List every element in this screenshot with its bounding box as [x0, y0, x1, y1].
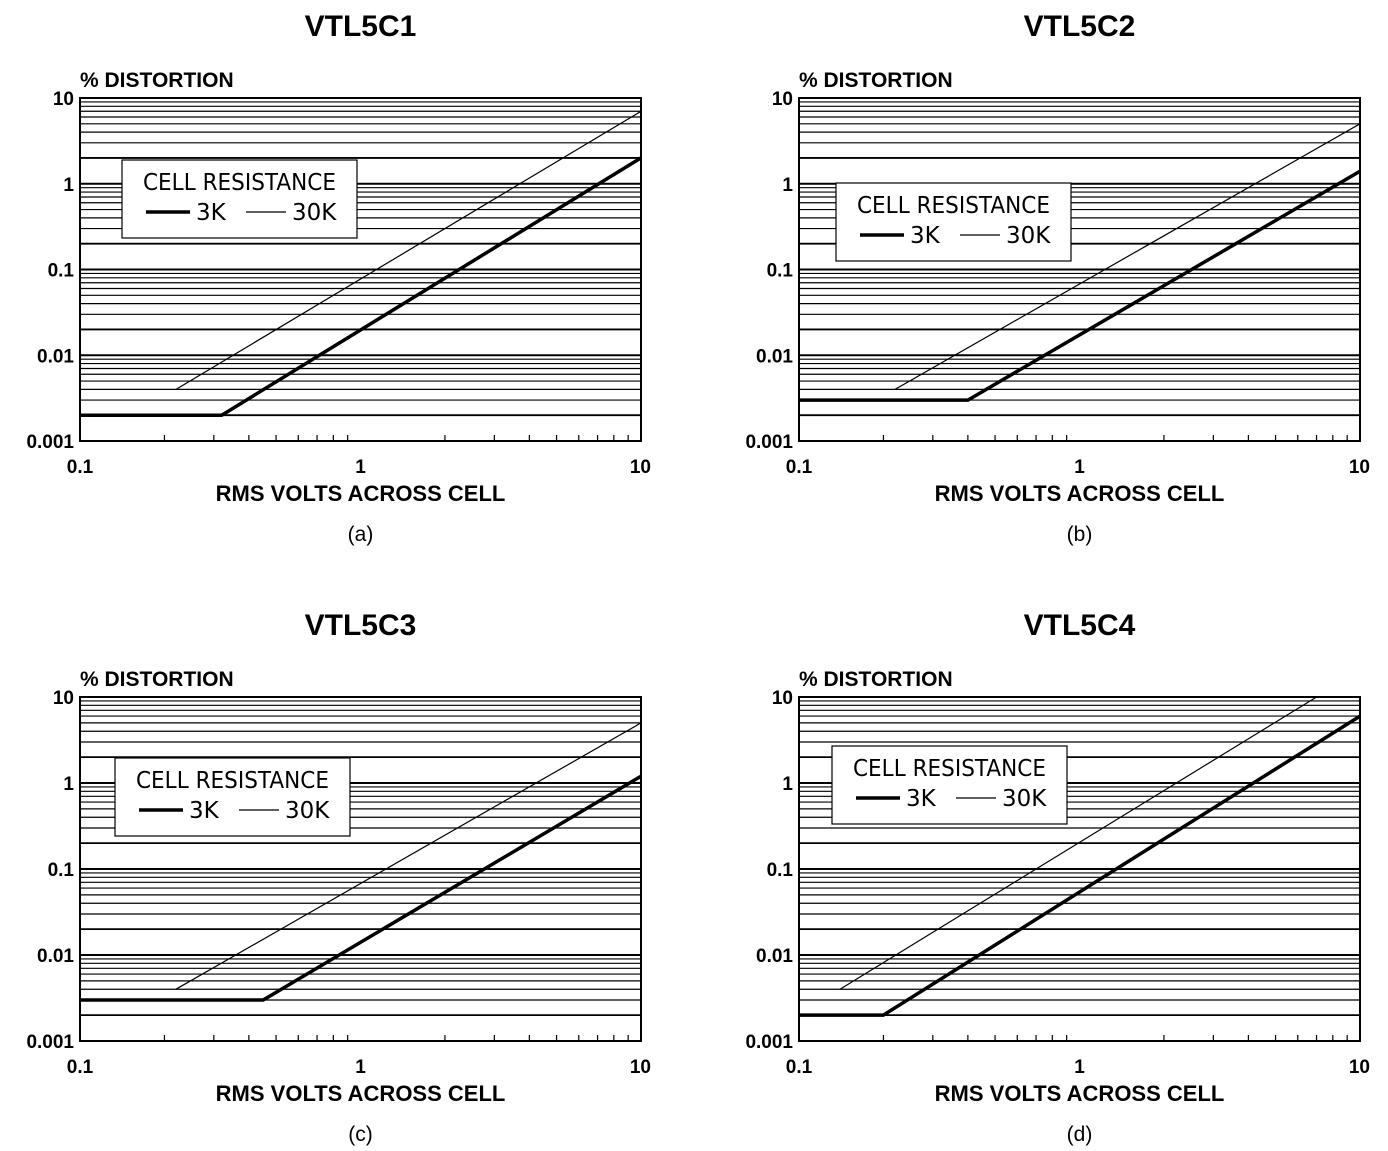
x-tick-label: 1 [355, 457, 366, 478]
legend-box [114, 757, 351, 837]
legend: CELL RESISTANCE 3K 30K [835, 182, 1072, 262]
y-tick-label: 0.001 [26, 432, 74, 453]
y-tick-label: 0.001 [745, 432, 793, 453]
legend-label-30k: 30K [292, 200, 337, 226]
plot-frame [798, 696, 1361, 1042]
chart-title: VTL5C4 [1024, 609, 1136, 642]
y-axis-label: % DISTORTION [799, 69, 953, 92]
chart-panel-3: VTL5C3 % DISTORTION 0.001 0.01 0.1 1 10 0.1 1 10 R… [26, 609, 651, 1146]
plot-frame [798, 97, 1361, 442]
y-tick-label: 0.01 [756, 346, 793, 367]
x-tick-label: 1 [355, 1057, 366, 1078]
x-axis-label: RMS VOLTS ACROSS CELL [935, 1081, 1225, 1106]
panel-caption: (d) [1067, 1123, 1093, 1146]
chart-panel-2: VTL5C2 % DISTORTION 0.001 0.01 0.1 1 10 0.1 1 10 R… [745, 10, 1370, 546]
chart-panel-1: VTL5C1 % DISTORTION 0.001 0.01 0.1 1 10 0.1 1 10 R… [26, 10, 651, 546]
legend-label-3k: 3K [196, 200, 227, 226]
y-tick-label: 1 [63, 175, 74, 196]
series-line-3k [799, 714, 1361, 1017]
series-line-3k [799, 169, 1361, 402]
legend-label-30k: 30K [285, 798, 330, 824]
series-line-30k [839, 696, 1317, 990]
series-line-30k [175, 722, 642, 990]
chart-title: VTL5C1 [305, 10, 417, 43]
y-axis-label: % DISTORTION [799, 668, 953, 691]
chart-title: VTL5C3 [305, 609, 417, 642]
y-tick-label: 10 [772, 688, 793, 709]
x-tick-label: 1 [1074, 1057, 1085, 1078]
y-tick-label: 1 [782, 774, 793, 795]
legend-title: CELL RESISTANCE [857, 193, 1050, 219]
x-tick-label: 0.1 [786, 1057, 813, 1078]
y-tick-label: 0.1 [767, 261, 794, 282]
legend-title: CELL RESISTANCE [143, 170, 336, 196]
legend-label-3k: 3K [906, 786, 937, 812]
plot-frame [79, 97, 642, 442]
y-tick-label: 10 [53, 688, 74, 709]
y-tick-label: 0.1 [48, 860, 75, 881]
x-tick-label: 0.1 [786, 457, 813, 478]
panel-caption: (b) [1067, 523, 1093, 546]
y-tick-label: 1 [63, 774, 74, 795]
x-axis-label: RMS VOLTS ACROSS CELL [216, 1081, 506, 1106]
x-tick-label: 0.1 [67, 457, 94, 478]
y-tick-label: 1 [782, 175, 793, 196]
plot-frame [79, 696, 642, 1042]
x-tick-label: 1 [1074, 457, 1085, 478]
y-tick-label: 0.01 [756, 946, 793, 967]
y-axis-label: % DISTORTION [80, 668, 234, 691]
x-axis-label: RMS VOLTS ACROSS CELL [216, 481, 506, 506]
chart-title: VTL5C2 [1024, 10, 1136, 43]
legend-box [121, 159, 358, 239]
chart-panel-4: VTL5C4 % DISTORTION 0.001 0.01 0.1 1 10 0.1 1 10 R… [745, 609, 1370, 1146]
series-line-3k [80, 156, 642, 417]
legend-label-3k: 3K [910, 223, 941, 249]
legend-box [835, 182, 1072, 262]
y-tick-label: 0.01 [37, 346, 74, 367]
legend-title: CELL RESISTANCE [136, 768, 329, 794]
series-line-3k [80, 774, 642, 1002]
y-tick-label: 0.1 [767, 860, 794, 881]
x-axis-label: RMS VOLTS ACROSS CELL [935, 481, 1225, 506]
y-axis-label: % DISTORTION [80, 69, 234, 92]
legend-title: CELL RESISTANCE [853, 756, 1046, 782]
x-tick-label: 10 [630, 457, 651, 478]
y-tick-label: 0.001 [26, 1032, 74, 1053]
y-tick-label: 0.1 [48, 261, 75, 282]
y-tick-label: 10 [772, 89, 793, 110]
x-tick-label: 0.1 [67, 1057, 94, 1078]
panel-caption: (a) [348, 523, 374, 546]
series-line-30k [175, 110, 642, 390]
legend: CELL RESISTANCE 3K 30K [121, 159, 358, 239]
legend: CELL RESISTANCE 3K 30K [114, 757, 351, 837]
x-tick-label: 10 [630, 1057, 651, 1078]
y-tick-label: 0.01 [37, 946, 74, 967]
legend-label-3k: 3K [189, 798, 220, 824]
x-tick-label: 10 [1349, 1057, 1370, 1078]
panel-caption: (c) [348, 1123, 373, 1146]
legend-box [831, 745, 1068, 825]
x-tick-label: 10 [1349, 457, 1370, 478]
y-tick-label: 10 [53, 89, 74, 110]
legend-label-30k: 30K [1006, 223, 1051, 249]
y-tick-label: 0.001 [745, 1032, 793, 1053]
series-line-30k [894, 123, 1361, 390]
legend-label-30k: 30K [1002, 786, 1047, 812]
legend: CELL RESISTANCE 3K 30K [831, 745, 1068, 825]
